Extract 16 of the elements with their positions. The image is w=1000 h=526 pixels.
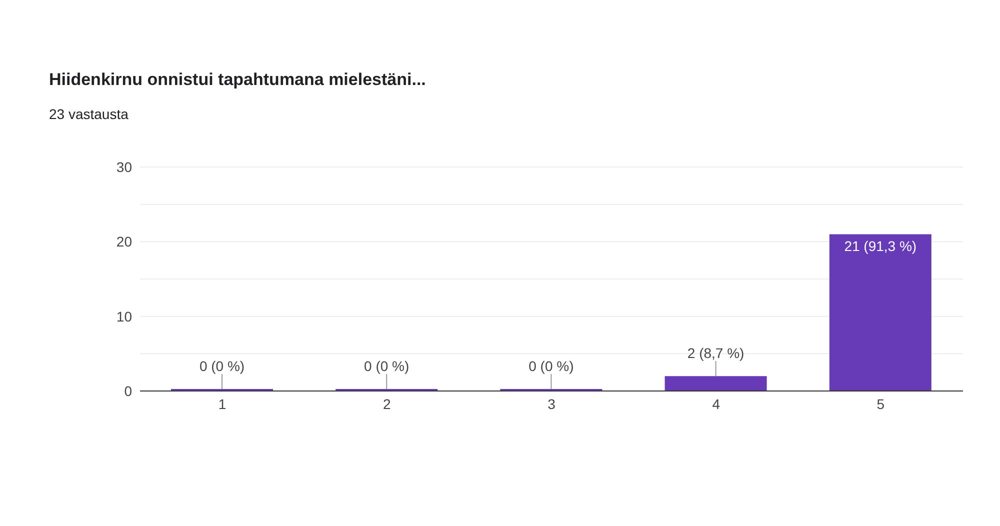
x-tick-label: 5: [876, 396, 885, 412]
data-label: 0 (0 %): [199, 358, 245, 374]
x-tick-label: 1: [218, 396, 226, 412]
y-tick-label: 30: [116, 158, 132, 175]
x-tick-label: 3: [548, 396, 556, 412]
y-tick-label: 0: [124, 382, 132, 399]
chart-subtitle: 23 vastausta: [49, 106, 128, 122]
data-label: 0 (0 %): [528, 358, 574, 374]
x-tick-label: 4: [712, 396, 720, 412]
y-tick-label: 20: [116, 234, 132, 250]
data-label: 0 (0 %): [364, 358, 410, 374]
y-tick-label: 10: [116, 308, 132, 324]
data-label: 21 (91,3 %): [844, 238, 917, 254]
data-label: 2 (8,7 %): [687, 345, 744, 362]
x-tick-label: 2: [383, 396, 391, 412]
chart-title: Hiidenkirnu onnistui tapahtumana mielestäni...: [49, 70, 426, 90]
